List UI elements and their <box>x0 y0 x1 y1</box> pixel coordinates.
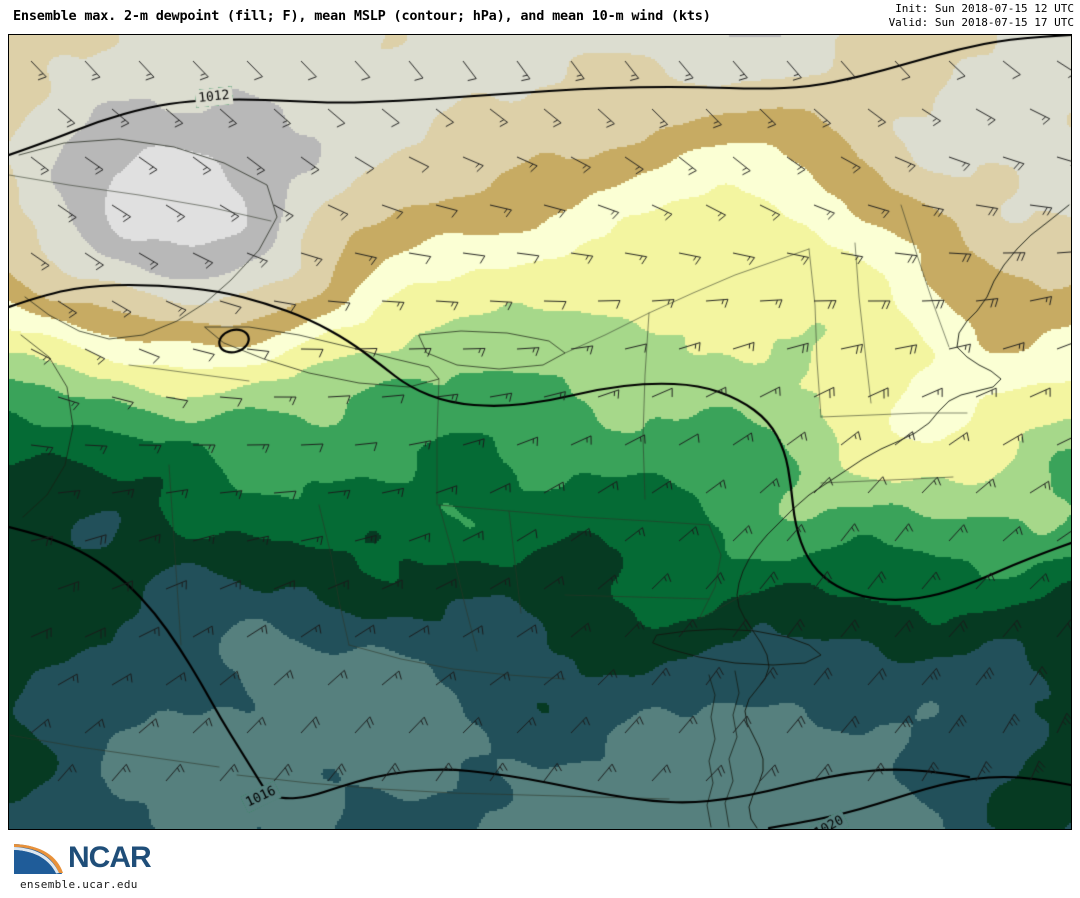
init-time-label: Init: Sun 2018-07-15 12 UTC <box>895 2 1074 15</box>
header-bar: Ensemble max. 2-m dewpoint (fill; F), me… <box>0 0 1080 34</box>
ncar-logo-mark <box>14 844 63 874</box>
ncar-logo[interactable]: NCAR ensemble.ucar.edu <box>12 841 172 892</box>
dewpoint-fill-map[interactable] <box>9 35 1071 829</box>
ncar-logo-url: ensemble.ucar.edu <box>20 878 138 891</box>
footer-bar: NCAR ensemble.ucar.edu -20-15-10-5051015… <box>0 834 1080 898</box>
init-valid-block: Init: Sun 2018-07-15 12 UTC Valid: Sun 2… <box>889 2 1074 30</box>
valid-time-label: Valid: Sun 2018-07-15 17 UTC <box>888 16 1074 29</box>
page-title: Ensemble max. 2-m dewpoint (fill; F), me… <box>13 8 711 24</box>
ncar-logo-text: NCAR <box>68 841 152 874</box>
map-panel[interactable] <box>8 34 1072 830</box>
